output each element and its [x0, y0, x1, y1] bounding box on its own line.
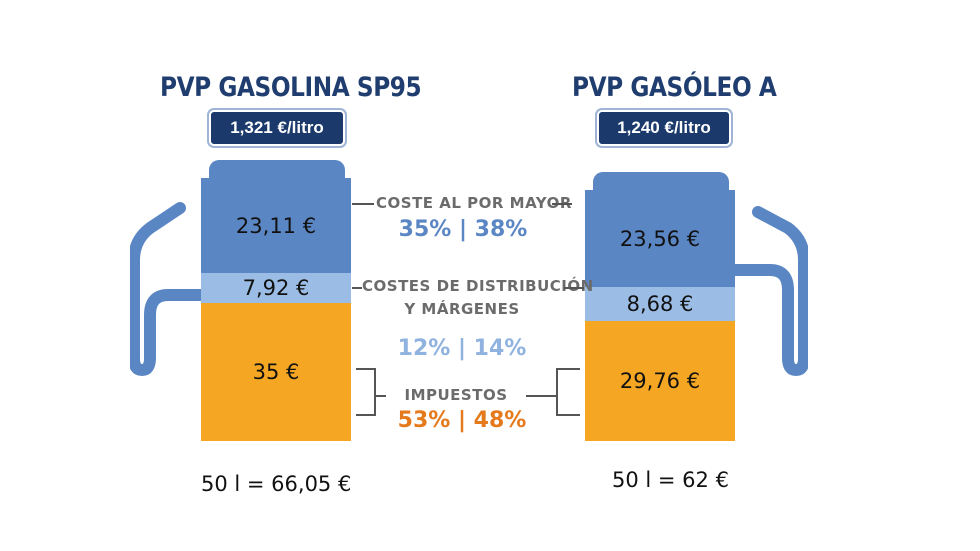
- right-taxes-segment: 29,76 €: [585, 321, 735, 441]
- left-taxes-segment: 35 €: [201, 303, 351, 441]
- wholesale-label: COSTE AL POR MAYOR: [376, 194, 572, 212]
- right-total: 50 l = 62 €: [612, 468, 729, 492]
- taxes-bracket-right-top: [556, 368, 580, 370]
- left-price-badge: 1,321 €/litro: [209, 110, 345, 146]
- taxes-bracket-left-top: [356, 368, 374, 370]
- left-pump-cap: [209, 160, 345, 180]
- distribution-connector-right: [564, 287, 584, 289]
- fuel-nozzle-icon: [728, 206, 808, 376]
- distribution-label-line2: Y MÁRGENES: [404, 300, 520, 318]
- distribution-percent: 12% | 14%: [397, 336, 527, 361]
- distribution-connector-left: [352, 287, 362, 289]
- right-pump-cap: [593, 172, 729, 192]
- wholesale-percent: 35% | 38%: [398, 217, 528, 242]
- taxes-bracket-left-vertical: [374, 368, 376, 416]
- taxes-bracket-left-connector: [376, 395, 386, 397]
- wholesale-connector-left: [352, 203, 374, 205]
- right-price-badge: 1,240 €/litro: [597, 110, 731, 146]
- right-wholesale-segment: 23,56 €: [585, 190, 735, 287]
- left-wholesale-segment: 23,11 €: [201, 178, 351, 273]
- wholesale-connector-right: [552, 203, 572, 205]
- left-total: 50 l = 66,05 €: [201, 472, 352, 496]
- taxes-bracket-right-vertical: [556, 368, 558, 416]
- taxes-bracket-right-bottom: [556, 414, 580, 416]
- taxes-label: IMPUESTOS: [404, 386, 508, 404]
- distribution-label-line1: COSTES DE DISTRIBUCIÓN: [362, 277, 594, 295]
- fuel-nozzle-icon: [130, 202, 210, 376]
- right-title: PVP GASÓLEO A: [572, 72, 777, 103]
- taxes-bracket-right-connector: [526, 395, 556, 397]
- right-distribution-segment: 8,68 €: [585, 287, 735, 321]
- taxes-percent: 53% | 48%: [397, 408, 527, 433]
- left-title: PVP GASOLINA SP95: [160, 72, 422, 103]
- left-distribution-segment: 7,92 €: [201, 273, 351, 303]
- taxes-bracket-left-bottom: [356, 414, 374, 416]
